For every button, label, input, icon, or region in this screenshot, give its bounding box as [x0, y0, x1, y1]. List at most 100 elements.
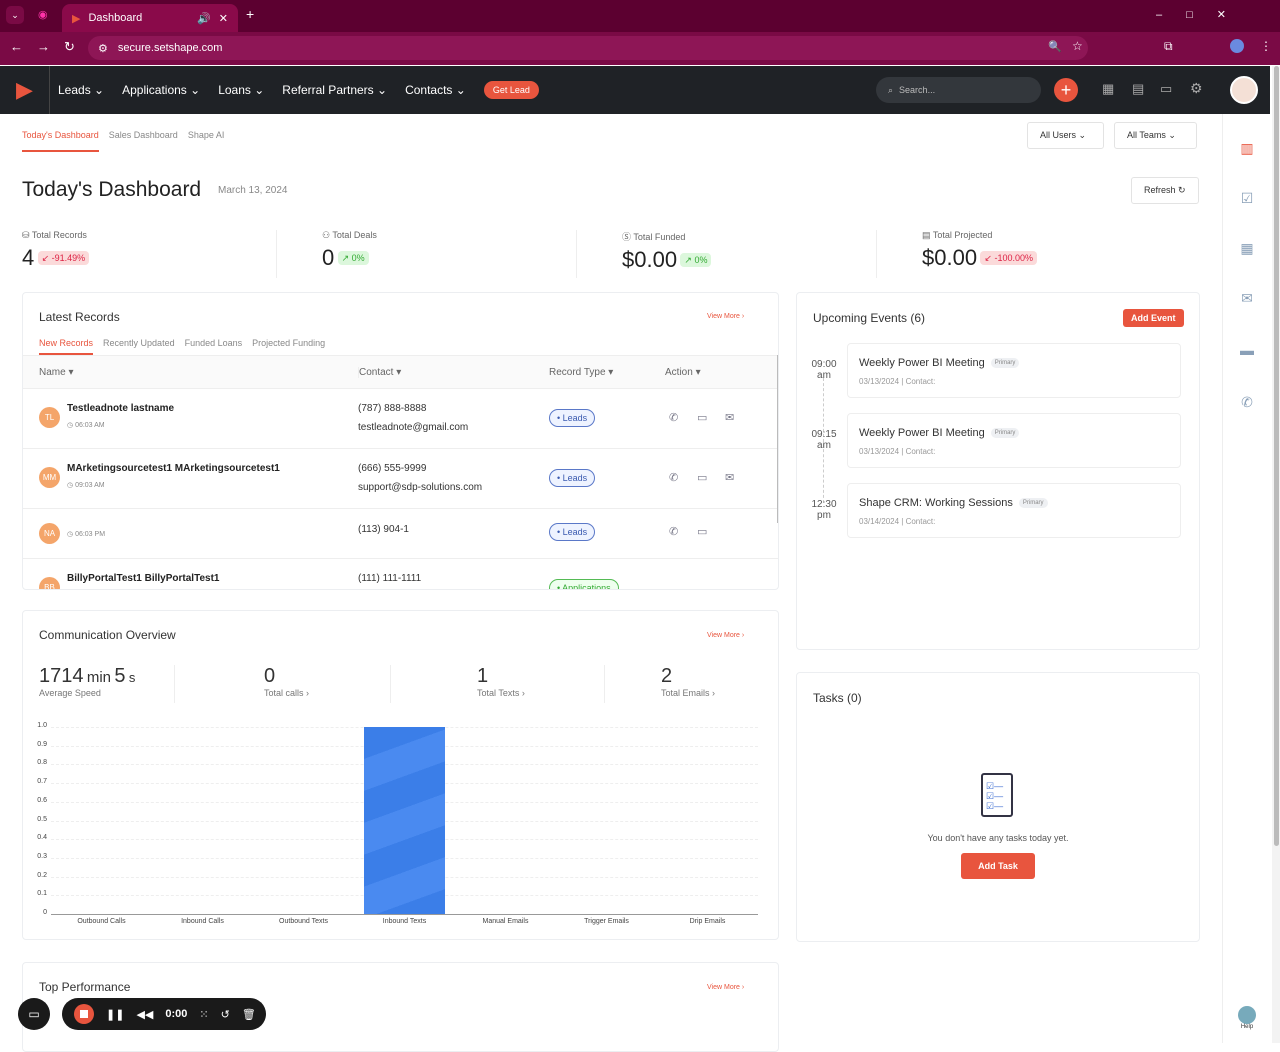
- stop-button[interactable]: [74, 1004, 94, 1024]
- event-item[interactable]: Shape CRM: Working Sessions Primary 03/14…: [847, 483, 1181, 538]
- card-title: Upcoming Events (6): [813, 311, 926, 325]
- window-controls[interactable]: –□✕: [1156, 9, 1250, 21]
- table-row[interactable]: MM MArketingsourcetest1 MArketingsourcet…: [23, 448, 778, 508]
- tab-list-button[interactable]: ⌄: [6, 6, 24, 24]
- rewind-icon[interactable]: ◀◀: [136, 1008, 154, 1021]
- event-title: Weekly Power BI Meeting: [859, 427, 985, 439]
- tab-projected-funding[interactable]: Projected Funding: [252, 338, 326, 348]
- table-row[interactable]: TL Testleadnote lastname ◷ 06:03 AM (787…: [23, 388, 778, 448]
- forward-icon[interactable]: →: [37, 39, 50, 54]
- sms-icon[interactable]: ▭: [697, 526, 708, 538]
- close-tab-icon[interactable]: ✕: [218, 12, 228, 25]
- audio-icon[interactable]: 🔊: [197, 12, 211, 25]
- nav-referral-partners[interactable]: Referral Partners ⌄: [282, 83, 388, 97]
- call-icon[interactable]: ✆: [669, 412, 679, 424]
- help-button[interactable]: Help: [1235, 1006, 1259, 1030]
- nav-applications[interactable]: Applications ⌄: [122, 83, 201, 97]
- email-icon[interactable]: ✉: [725, 412, 735, 424]
- page-date: March 13, 2024: [218, 185, 288, 196]
- y-tick-label: 0.5: [37, 815, 47, 823]
- pause-icon[interactable]: ❚❚: [106, 1008, 125, 1021]
- view-more-link[interactable]: View More ›: [707, 984, 745, 991]
- url-field[interactable]: ⚙ secure.setshape.com: [88, 36, 1088, 60]
- record-phone: (787) 888-8888: [358, 403, 427, 414]
- call-icon[interactable]: ✆: [669, 526, 679, 538]
- tab-funded-loans[interactable]: Funded Loans: [184, 338, 243, 348]
- reload-icon[interactable]: ↻: [64, 39, 75, 54]
- nav-leads[interactable]: Leads ⌄: [58, 83, 105, 97]
- camera-button[interactable]: ▭: [18, 998, 50, 1030]
- bar-inbound-texts[interactable]: [364, 727, 445, 914]
- browser-tab-bar: ⌄ ◉ ▶ Dashboard 🔊 ✕ + –□✕: [0, 0, 1280, 32]
- logo[interactable]: ▶: [0, 66, 50, 114]
- event-item[interactable]: Weekly Power BI Meeting Primary 03/13/202…: [847, 343, 1181, 398]
- event-item[interactable]: Weekly Power BI Meeting Primary 03/13/202…: [847, 413, 1181, 468]
- mail-icon[interactable]: ✉: [1241, 290, 1253, 306]
- avatar: TL: [39, 407, 60, 428]
- nav-loans[interactable]: Loans ⌄: [218, 83, 265, 97]
- event-date: 03/13/2024: [859, 377, 900, 386]
- add-task-button[interactable]: Add Task: [961, 853, 1035, 879]
- call-icon[interactable]: ✆: [669, 472, 679, 484]
- new-tab-button[interactable]: +: [246, 6, 255, 22]
- col-record-type[interactable]: Record Type ▾: [549, 367, 614, 378]
- table-row[interactable]: BB BillyPortalTest1 BillyPortalTest1 (11…: [23, 558, 778, 589]
- calendar-icon[interactable]: ▦: [1240, 240, 1254, 256]
- record-phone: (111) 111-1111: [358, 573, 422, 584]
- checklist-icon[interactable]: ☑: [1240, 190, 1254, 206]
- add-button[interactable]: +: [1054, 78, 1078, 102]
- nav-contacts[interactable]: Contacts ⌄: [405, 83, 466, 97]
- view-more-link[interactable]: View More ›: [707, 313, 745, 320]
- bookmark-star-icon[interactable]: ☆: [1072, 39, 1083, 53]
- zoom-icon[interactable]: 🔍: [1048, 41, 1062, 53]
- message-icon[interactable]: ▬: [1240, 342, 1254, 358]
- calculator-icon[interactable]: ▦: [1102, 81, 1115, 96]
- average-speed: 1714 min 5 s Average Speed: [39, 665, 175, 703]
- monitor-icon[interactable]: ▭: [1160, 81, 1173, 96]
- col-name[interactable]: Name ▾: [39, 367, 74, 378]
- site-info-icon[interactable]: ⚙: [98, 42, 108, 55]
- user-avatar[interactable]: [1230, 76, 1258, 104]
- users-filter[interactable]: All Users ⌄: [1027, 122, 1104, 149]
- y-tick-label: 0.8: [37, 759, 47, 767]
- record-name: Testleadnote lastname: [67, 403, 175, 414]
- tab-title: Dashboard: [88, 12, 143, 24]
- restart-icon[interactable]: ↺: [220, 1008, 230, 1021]
- x-tick-label: Inbound Calls: [181, 918, 224, 925]
- tab-new-records[interactable]: New Records: [39, 338, 94, 355]
- total-calls[interactable]: 0 Total calls ›: [264, 665, 391, 703]
- scrollbar[interactable]: [1272, 66, 1280, 1043]
- add-event-button[interactable]: Add Event: [1123, 309, 1184, 327]
- get-lead-button[interactable]: Get Lead: [483, 81, 539, 99]
- table-row[interactable]: NA ◷ 06:03 PM (113) 904-1 • Leads ✆ ▭: [23, 508, 778, 558]
- browser-tab[interactable]: ▶ Dashboard 🔊 ✕: [62, 4, 238, 32]
- sms-icon[interactable]: ▭: [697, 412, 708, 424]
- back-icon[interactable]: ←: [10, 39, 23, 54]
- delete-icon[interactable]: 🗑: [241, 1008, 256, 1021]
- tab-todays-dashboard[interactable]: Today's Dashboard: [22, 130, 99, 152]
- chart-icon[interactable]: ▥: [1240, 140, 1254, 156]
- search-input[interactable]: ⌕ Search...: [876, 77, 1041, 103]
- profile-avatar[interactable]: [1230, 39, 1244, 53]
- teams-filter[interactable]: All Teams ⌄: [1114, 122, 1197, 149]
- col-action[interactable]: Action ▾: [665, 367, 701, 378]
- document-icon[interactable]: ▤: [1132, 81, 1145, 96]
- tab-recently-updated[interactable]: Recently Updated: [103, 338, 175, 348]
- refresh-button[interactable]: Refresh ↻: [1131, 177, 1199, 204]
- email-icon[interactable]: ✉: [725, 472, 735, 484]
- settings-icon[interactable]: ⚙: [1190, 80, 1203, 96]
- table-scrollbar[interactable]: [777, 355, 778, 523]
- sms-icon[interactable]: ▭: [697, 472, 708, 484]
- col-contact[interactable]: Contact ▾: [358, 367, 402, 378]
- phone-icon[interactable]: ✆: [1241, 394, 1253, 410]
- view-more-link[interactable]: View More ›: [707, 632, 745, 639]
- total-texts[interactable]: 1 Total Texts ›: [477, 665, 605, 703]
- projected-icon: ▤ Total Projected: [922, 230, 993, 240]
- extensions-icon[interactable]: ⧉: [1164, 39, 1173, 53]
- grid-icon[interactable]: ⁙: [199, 1008, 209, 1021]
- tab-shape-ai[interactable]: Shape AI: [187, 130, 225, 140]
- tab-sales-dashboard[interactable]: Sales Dashboard: [108, 130, 178, 140]
- total-emails[interactable]: 2 Total Emails ›: [661, 665, 716, 698]
- address-bar-row: ← → ↻ ⚙ secure.setshape.com 🔍 ☆ ⧉ ⋮: [0, 32, 1280, 65]
- menu-icon[interactable]: ⋮: [1260, 39, 1272, 53]
